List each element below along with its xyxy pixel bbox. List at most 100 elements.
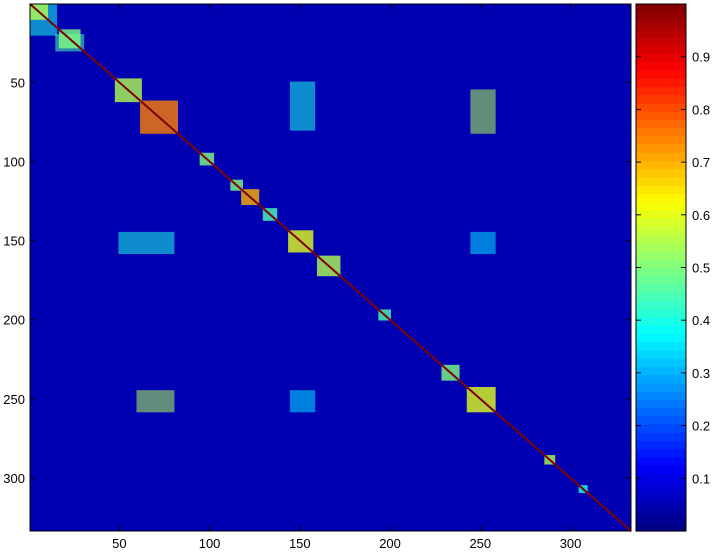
colorbar-level: [636, 45, 686, 55]
colorbar-level: [636, 160, 686, 170]
colorbar-level: [636, 432, 686, 442]
colorbar: 0.1 0.2 0.3 0.4 0.5 0.6 0.7 0.8 0.9: [635, 3, 710, 532]
colorbar-tick-label: 0.2: [692, 419, 710, 434]
colorbar-level: [636, 119, 686, 129]
colorbar-level: [636, 143, 686, 153]
colorbar-ticks: 0.1 0.2 0.3 0.4 0.5 0.6 0.7 0.8 0.9: [636, 50, 710, 486]
y-tick-label: 100: [3, 154, 25, 169]
colorbar-level: [636, 498, 686, 507]
colorbar-level: [636, 201, 686, 211]
colorbar-level: [636, 316, 686, 326]
colorbar-level: [636, 102, 686, 112]
colorbar-level: [636, 86, 686, 96]
colorbar-level: [636, 374, 686, 384]
colorbar-level: [636, 36, 686, 46]
off-diagonal-block-6: [289, 390, 316, 413]
off-diagonal-block-4: [118, 231, 175, 255]
colorbar-tick-label: 0.6: [692, 208, 710, 223]
x-tick-label: 100: [199, 536, 221, 551]
colorbar-level: [636, 407, 686, 417]
off-diagonal-block-7: [470, 231, 496, 255]
x-tick-label: 200: [379, 536, 401, 551]
colorbar-level: [636, 193, 686, 203]
off-diagonal-block-3: [136, 390, 175, 413]
colorbar-level: [636, 152, 686, 162]
colorbar-level: [636, 69, 686, 79]
off-diagonal-block-5: [289, 81, 316, 131]
colorbar-level: [636, 234, 686, 244]
colorbar-level: [636, 382, 686, 392]
colorbar-level: [636, 78, 686, 87]
colorbar-level: [636, 391, 686, 400]
colorbar-level: [636, 209, 686, 219]
colorbar-level: [636, 481, 686, 491]
x-tick-label: 50: [112, 536, 126, 551]
colorbar-level: [636, 4, 686, 13]
x-axis-ticks: 50 100 150 200 250 300: [112, 4, 581, 551]
colorbar-level: [636, 218, 686, 227]
colorbar-level: [636, 20, 686, 30]
main-diagonal: [29, 3, 632, 532]
colorbar-level: [636, 415, 686, 425]
y-axis-ticks: 50 100 150 200 250 300: [3, 75, 631, 486]
off-diagonal-block-2: [470, 89, 496, 134]
colorbar-level: [636, 341, 686, 351]
colorbar-level: [636, 456, 686, 466]
colorbar-level: [636, 53, 686, 63]
x-tick-label: 300: [560, 536, 582, 551]
x-tick-label: 150: [289, 536, 311, 551]
colorbar-level: [636, 226, 686, 236]
colorbar-level: [636, 12, 686, 22]
colorbar-level: [636, 176, 686, 186]
colorbar-level: [636, 275, 686, 285]
colorbar-level: [636, 127, 686, 137]
colorbar-level: [636, 358, 686, 367]
heatmap-axes: 50 100 150 200 250 300 50 100 150 200 250 300: [3, 3, 632, 551]
colorbar-level: [636, 423, 686, 433]
colorbar-level: [636, 366, 686, 376]
colorbar-level: [636, 489, 686, 499]
colorbar-level: [636, 465, 686, 474]
x-tick-label: 250: [469, 536, 491, 551]
colorbar-tick-label: 0.8: [692, 102, 710, 117]
colorbar-tick-label: 0.4: [692, 313, 710, 328]
colorbar-level: [636, 514, 686, 524]
heatmap-frame: [29, 3, 632, 532]
colorbar-tick-label: 0.3: [692, 366, 710, 381]
colorbar-gradient: [636, 4, 686, 532]
heatmap-cells: [29, 3, 632, 532]
colorbar-level: [636, 251, 686, 260]
colorbar-level: [636, 308, 686, 318]
colorbar-level: [636, 28, 686, 38]
colorbar-level: [636, 325, 686, 334]
colorbar-level: [636, 61, 686, 71]
y-tick-label: 50: [11, 75, 25, 90]
y-tick-label: 150: [3, 234, 25, 249]
colorbar-level: [636, 522, 686, 532]
colorbar-level: [636, 399, 686, 409]
colorbar-level: [636, 94, 686, 104]
colorbar-level: [636, 185, 686, 194]
colorbar-level: [636, 135, 686, 145]
colorbar-level: [636, 292, 686, 302]
colorbar-level: [636, 473, 686, 483]
colorbar-level: [636, 506, 686, 516]
y-tick-label: 200: [3, 313, 25, 328]
colorbar-level: [636, 267, 686, 277]
colorbar-tick-label: 0.9: [692, 50, 710, 65]
colorbar-level: [636, 333, 686, 343]
colorbar-level: [636, 349, 686, 359]
colorbar-level: [636, 168, 686, 178]
y-tick-label: 250: [3, 392, 25, 407]
colorbar-level: [636, 448, 686, 458]
colorbar-tick-label: 0.1: [692, 471, 710, 486]
colorbar-level: [636, 111, 686, 120]
colorbar-level: [636, 283, 686, 293]
y-tick-label: 300: [3, 471, 25, 486]
colorbar-level: [636, 440, 686, 450]
colorbar-tick-label: 0.7: [692, 155, 710, 170]
colorbar-level: [636, 242, 686, 252]
colorbar-level: [636, 259, 686, 269]
colorbar-level: [636, 300, 686, 310]
